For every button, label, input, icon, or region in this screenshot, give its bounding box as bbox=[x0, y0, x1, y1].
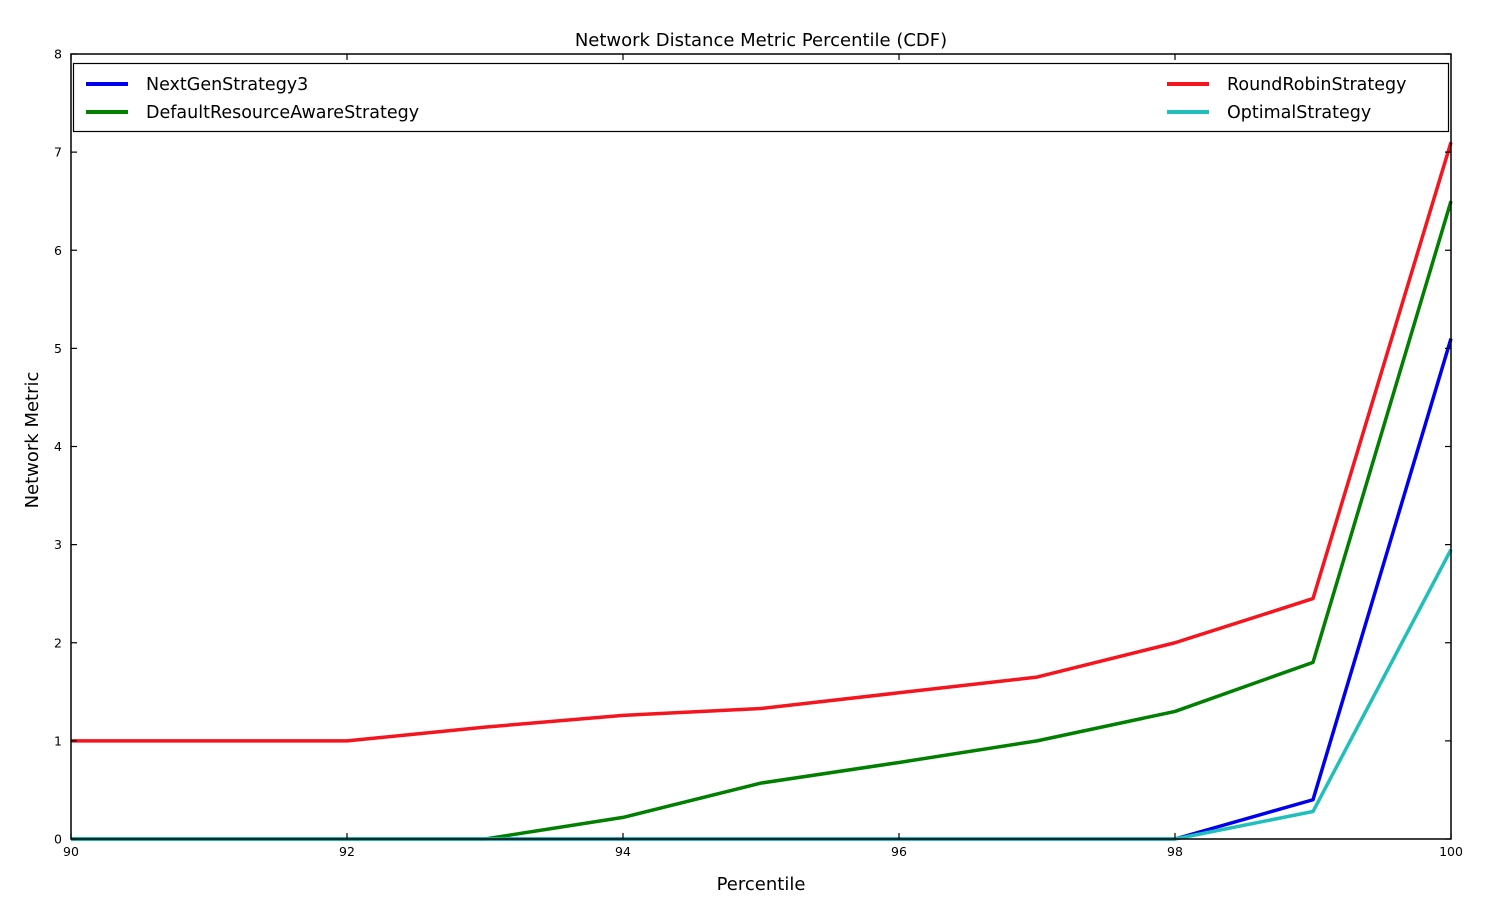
y-tick-label: 8 bbox=[54, 47, 62, 62]
y-tick-label: 1 bbox=[54, 733, 62, 748]
legend-label: RoundRobinStrategy bbox=[1227, 75, 1407, 95]
y-tick-label: 2 bbox=[54, 635, 62, 650]
y-tick-label: 3 bbox=[54, 537, 62, 552]
series-line-RoundRobinStrategy bbox=[71, 141, 1453, 743]
plot-frame bbox=[70, 53, 1452, 840]
legend: NextGenStrategy3 DefaultResourceAwareStra… bbox=[72, 62, 1450, 133]
y-axis-label: Network Metric bbox=[22, 372, 43, 509]
axis-ticks: 90 92 94 96 98 100 0 1 2 3 4 5 6 7 8 bbox=[54, 47, 1463, 860]
x-tick-label: 94 bbox=[615, 844, 631, 859]
series-line-NextGenStrategy3 bbox=[71, 338, 1453, 841]
y-tick-label: 0 bbox=[54, 832, 62, 847]
y-tick-label: 6 bbox=[54, 243, 62, 258]
legend-label: DefaultResourceAwareStrategy bbox=[146, 103, 419, 123]
legend-label: NextGenStrategy3 bbox=[146, 75, 308, 95]
x-tick-label: 92 bbox=[339, 844, 355, 859]
series-line-OptimalStrategy bbox=[71, 548, 1453, 841]
plot-lines bbox=[71, 141, 1453, 841]
legend-item-DefaultResourceAwareStrategy: DefaultResourceAwareStrategy bbox=[86, 103, 419, 123]
x-tick-label: 96 bbox=[891, 844, 907, 859]
series-line-DefaultResourceAwareStrategy bbox=[71, 200, 1453, 841]
x-tick-label: 100 bbox=[1439, 844, 1463, 859]
legend-label: OptimalStrategy bbox=[1227, 103, 1371, 123]
x-axis-label: Percentile bbox=[717, 874, 806, 895]
y-tick-label: 4 bbox=[54, 439, 62, 454]
x-tick-label: 90 bbox=[63, 844, 79, 859]
x-tick-label: 98 bbox=[1167, 844, 1183, 859]
y-tick-label: 7 bbox=[54, 145, 62, 160]
legend-frame bbox=[72, 62, 1450, 133]
legend-item-RoundRobinStrategy: RoundRobinStrategy bbox=[1167, 75, 1407, 95]
legend-item-NextGenStrategy3: NextGenStrategy3 bbox=[86, 75, 308, 95]
legend-item-OptimalStrategy: OptimalStrategy bbox=[1167, 103, 1371, 123]
chart-title: Network Distance Metric Percentile (CDF) bbox=[575, 30, 947, 51]
y-tick-label: 5 bbox=[54, 341, 62, 356]
